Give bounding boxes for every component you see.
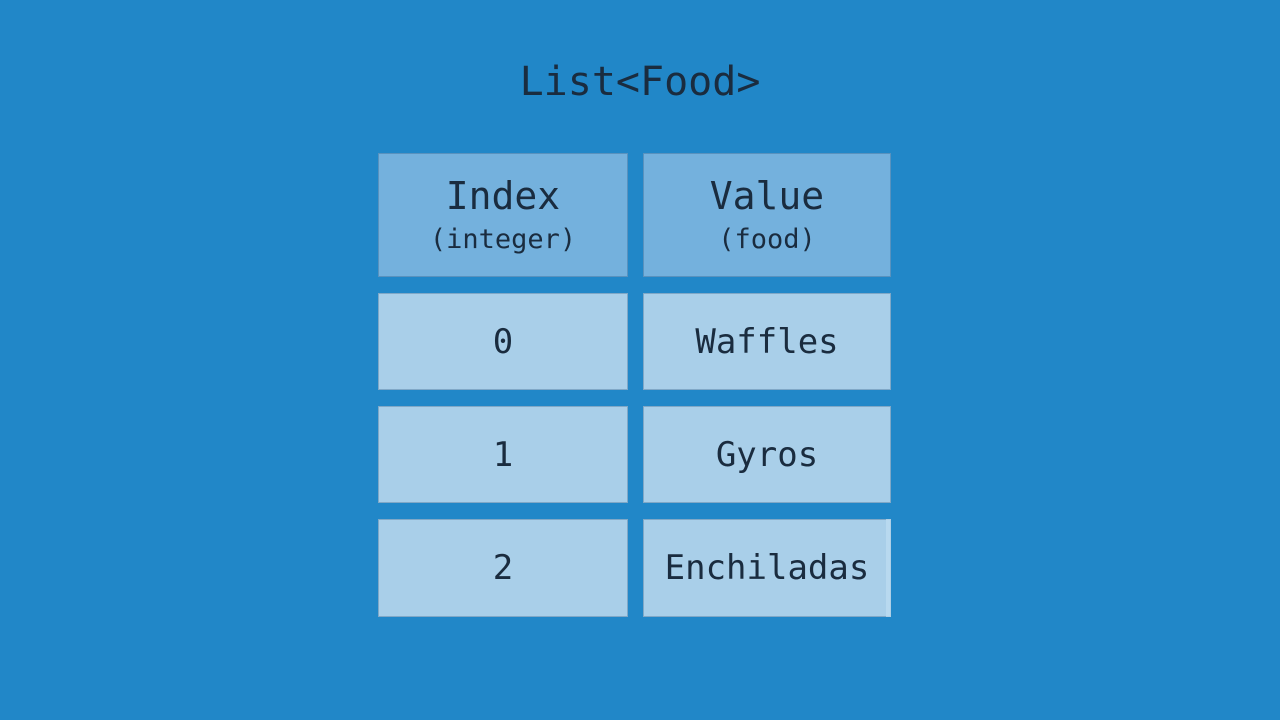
index-cell-label: 0 <box>492 321 514 362</box>
page-title: List<Food> <box>519 59 761 105</box>
cell-edge-highlight <box>886 519 891 617</box>
value-cell-label: Waffles <box>695 321 839 362</box>
value-cell-row-2: Enchiladas <box>643 519 891 617</box>
value-cell-row-0: Waffles <box>643 293 891 390</box>
index-cell-label: 2 <box>492 548 514 588</box>
column-header-value-type-note: (food) <box>718 224 816 255</box>
index-cell-row-0: 0 <box>378 293 628 390</box>
index-cell-label: 1 <box>492 434 514 475</box>
value-cell-row-1: Gyros <box>643 406 891 503</box>
index-cell-row-1: 1 <box>378 406 628 503</box>
value-cell-label: Gyros <box>715 434 819 475</box>
column-header-index: Index (integer) <box>378 153 628 277</box>
index-cell-row-2: 2 <box>378 519 628 617</box>
value-cell-label: Enchiladas <box>664 548 870 588</box>
column-header-index-label: Index <box>445 174 561 218</box>
column-header-index-type-note: (integer) <box>429 224 577 255</box>
column-header-value-label: Value <box>709 174 825 218</box>
list-table: Index (integer) Value (food) 0 Waffles 1… <box>378 153 891 617</box>
column-header-value: Value (food) <box>643 153 891 277</box>
